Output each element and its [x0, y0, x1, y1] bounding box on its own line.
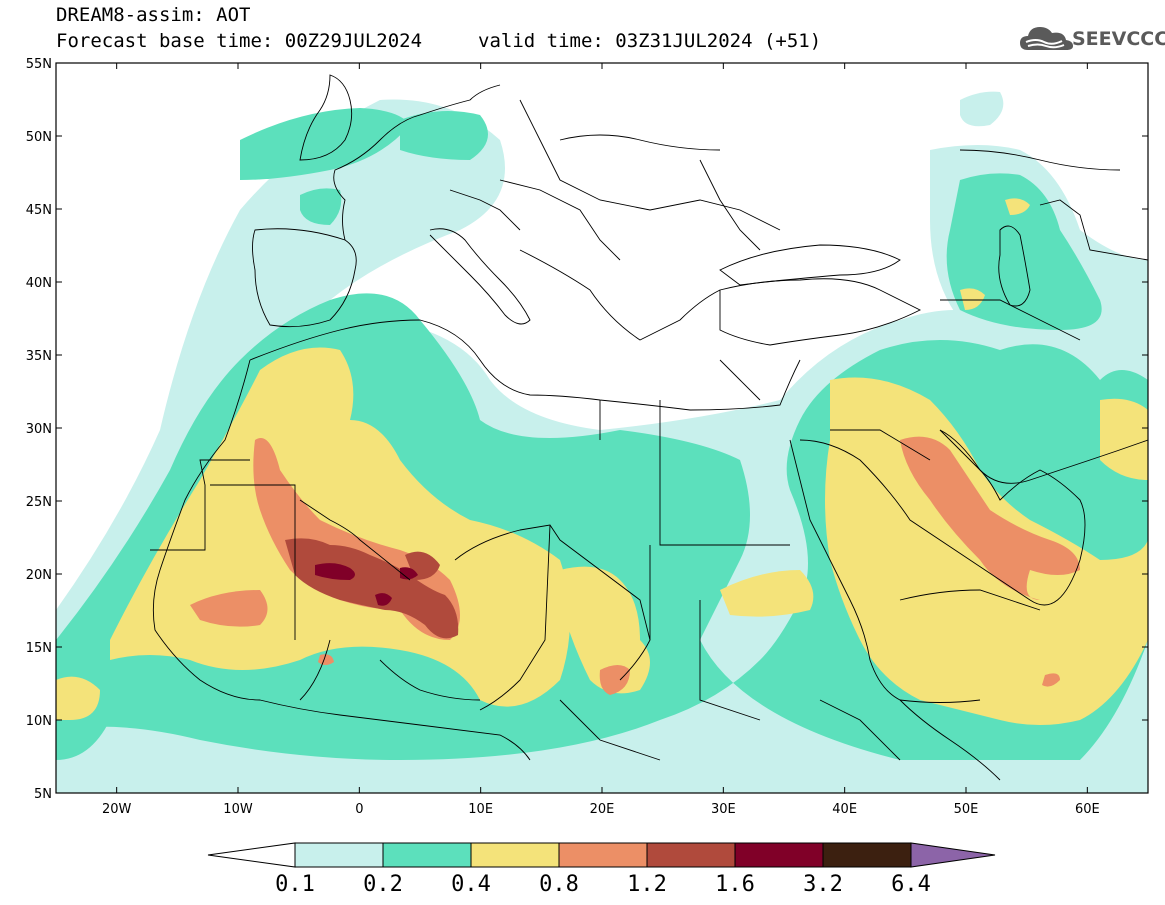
colorbar-over-arrow — [910, 842, 996, 868]
logo-text: SEEVCCC — [1072, 28, 1165, 50]
longitude-labels: 20W 10W 0 10E 20E 30E 40E 50E 60E — [102, 802, 1100, 817]
lat-label: 15N — [26, 641, 52, 656]
lat-label: 40N — [26, 276, 52, 291]
lon-label: 60E — [1075, 802, 1100, 817]
lat-label: 25N — [26, 495, 52, 510]
coastlines-borders — [150, 74, 1148, 781]
colorbar-swatch — [822, 842, 912, 868]
lat-label: 10N — [26, 714, 52, 729]
seevccc-logo: SEEVCCC — [1018, 22, 1165, 56]
valid-time: valid time: 03Z31JUL2024 (+51) — [478, 30, 822, 52]
colorbar-label: 6.4 — [891, 872, 931, 897]
colorbar-swatch — [470, 842, 560, 868]
lat-label: 35N — [26, 349, 52, 364]
map-title: DREAM8-assim: AOT — [56, 4, 251, 26]
colorbar-label: 3.2 — [803, 872, 843, 897]
colorbar-label: 0.1 — [275, 872, 315, 897]
lat-label: 30N — [26, 422, 52, 437]
lat-label: 5N — [34, 787, 52, 802]
latitude-labels: 55N 50N 45N 40N 35N 30N 25N 20N 15N 10N 5N — [26, 57, 52, 802]
lon-label: 0 — [355, 802, 363, 817]
colorbar-label: 0.8 — [539, 872, 579, 897]
lon-label: 20W — [102, 802, 132, 817]
colorbar-swatch — [734, 842, 824, 868]
colorbar-under-arrow — [207, 842, 296, 868]
lon-label: 10W — [223, 802, 253, 817]
forecast-base-time: Forecast base time: 00Z29JUL2024 — [56, 30, 423, 52]
colorbar-label: 0.2 — [363, 872, 403, 897]
colorbar-label: 1.2 — [627, 872, 667, 897]
colorbar-label: 0.4 — [451, 872, 491, 897]
lat-label: 20N — [26, 568, 52, 583]
lon-label: 50E — [954, 802, 979, 817]
axis-ticks — [56, 62, 1148, 794]
lat-label: 50N — [26, 130, 52, 145]
colorbar-swatch — [382, 842, 472, 868]
colorbar-swatch — [646, 842, 736, 868]
lat-label: 45N — [26, 203, 52, 218]
colorbar-label: 1.6 — [715, 872, 755, 897]
lon-label: 20E — [590, 802, 615, 817]
lon-label: 40E — [832, 802, 857, 817]
colorbar: 0.1 0.2 0.4 0.8 1.2 1.6 3.2 6.4 — [207, 842, 996, 897]
colorbar-swatch — [558, 842, 648, 868]
lon-label: 30E — [711, 802, 736, 817]
lat-label: 55N — [26, 57, 52, 72]
aot-contour-1.6 — [315, 563, 418, 606]
aot-field — [56, 91, 1148, 793]
colorbar-swatch — [294, 842, 384, 868]
lon-label: 10E — [468, 802, 493, 817]
cloud-icon — [1020, 27, 1073, 50]
